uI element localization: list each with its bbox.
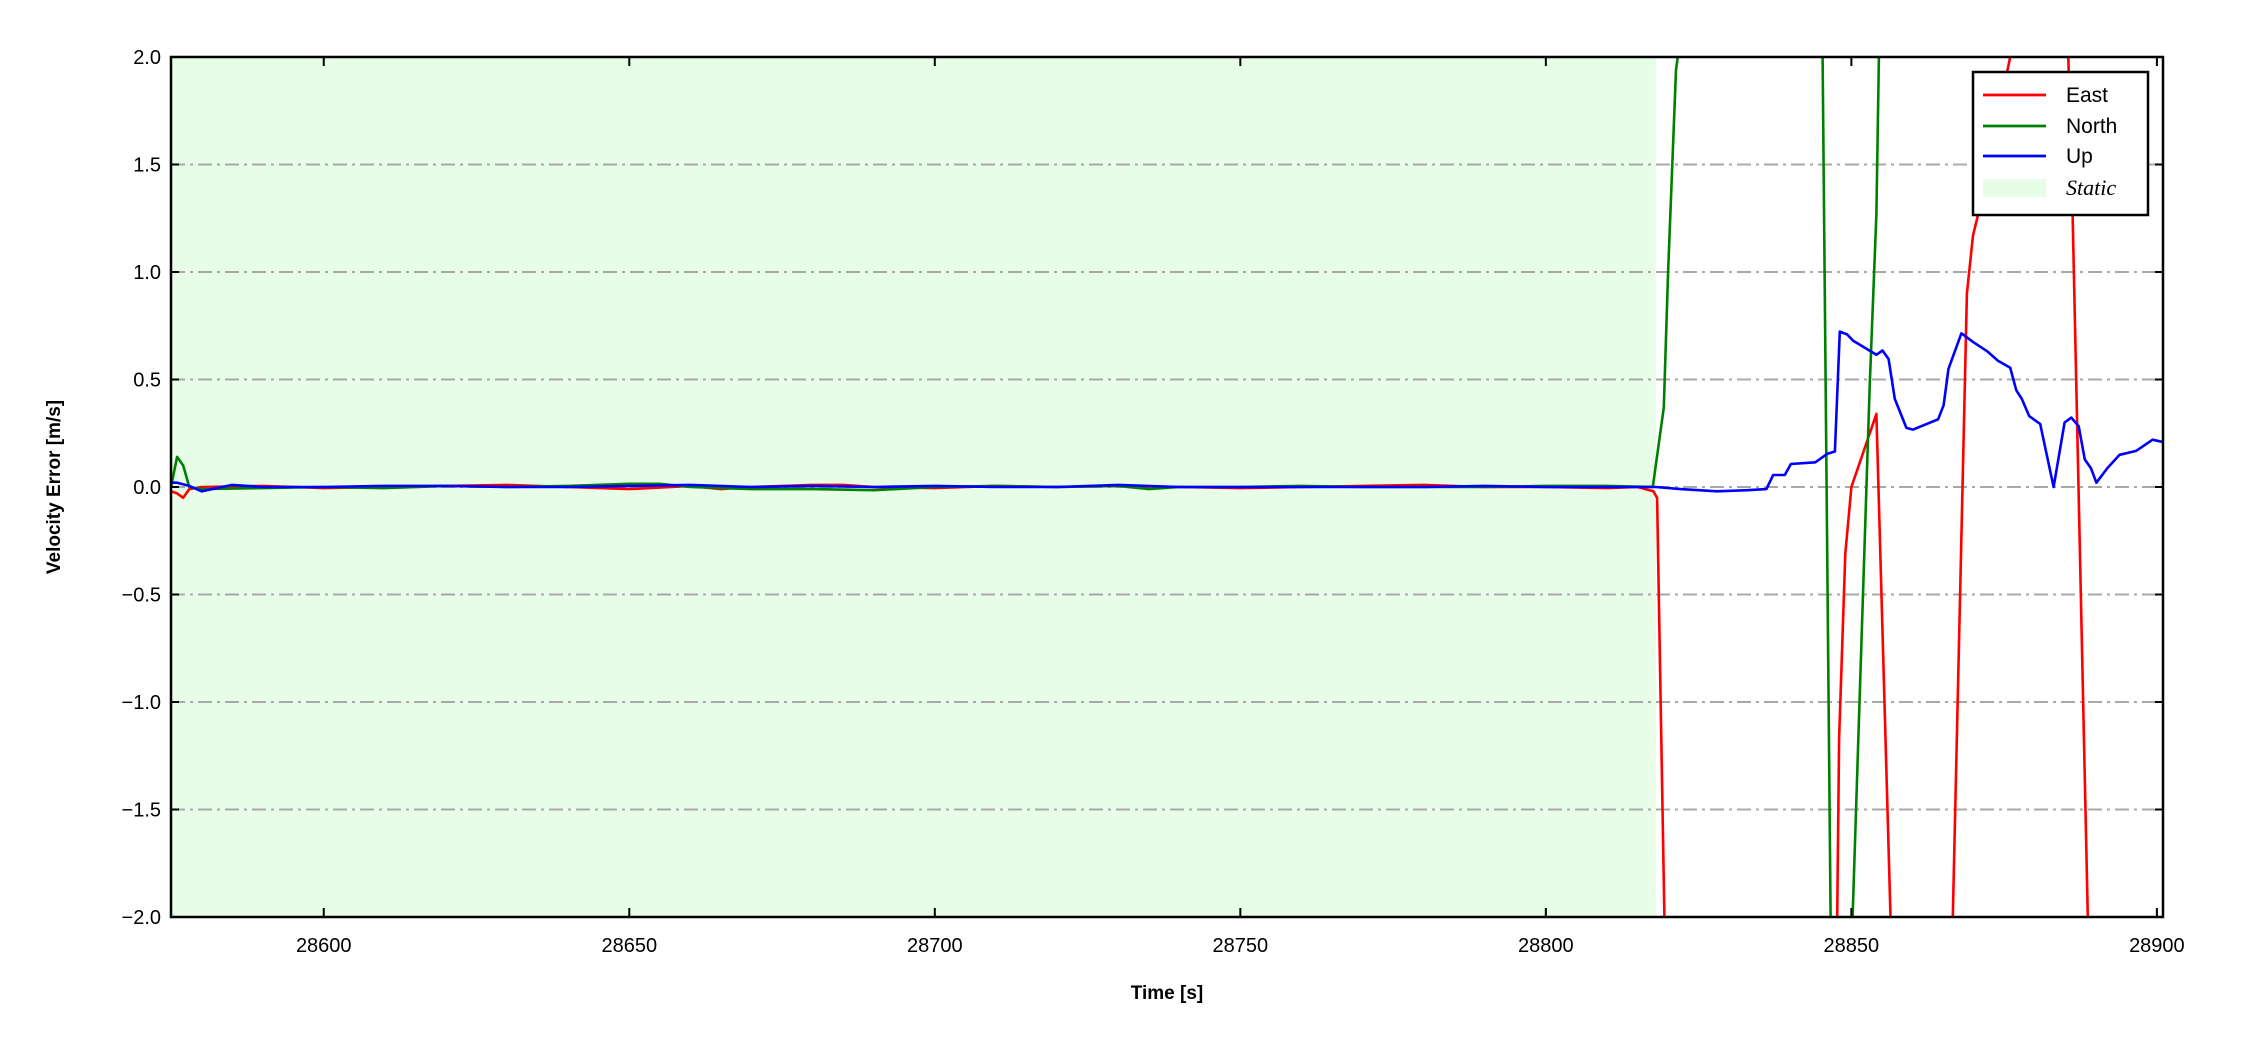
y-tick-label: −1.5 xyxy=(122,800,161,822)
y-tick-label: 1.5 xyxy=(133,155,161,177)
y-axis-label: Velocity Error [m/s] xyxy=(44,400,65,574)
x-axis-label: Time [s] xyxy=(1131,983,1204,1004)
x-tick-label: 28700 xyxy=(907,935,963,957)
legend-label-north: North xyxy=(2066,115,2117,138)
legend-label-static: Static xyxy=(2066,175,2116,200)
x-tick-label: 28600 xyxy=(296,935,352,957)
y-tick-label: 1.0 xyxy=(133,262,161,284)
series-line-up xyxy=(171,330,2163,493)
legend-label-east: East xyxy=(2066,84,2108,107)
legend: East North Up Static xyxy=(1971,70,2150,217)
tick-layer: −2.0 −1.5 −1.0 −0.5 0.0 0.5 1.0 1.5 2.0 28600 2865… xyxy=(122,47,2185,957)
y-tick-label: −1.0 xyxy=(122,692,161,714)
x-tick-label: 28800 xyxy=(1518,935,1574,957)
x-tick-label: 28650 xyxy=(601,935,657,957)
legend-label-up: Up xyxy=(2066,145,2093,168)
x-tick-label: 28750 xyxy=(1213,935,1269,957)
x-tick-label: 28850 xyxy=(1824,935,1880,957)
series-layer xyxy=(171,57,2163,917)
y-tick-label: −0.5 xyxy=(122,585,161,607)
y-tick-label: 0.5 xyxy=(133,370,161,392)
y-tick-label: 0.0 xyxy=(133,477,161,499)
y-tick-label: 2.0 xyxy=(133,47,161,69)
x-tick-label: 28900 xyxy=(2129,935,2185,957)
y-tick-label: −2.0 xyxy=(122,907,161,929)
legend-swatch-static xyxy=(1983,179,2046,197)
